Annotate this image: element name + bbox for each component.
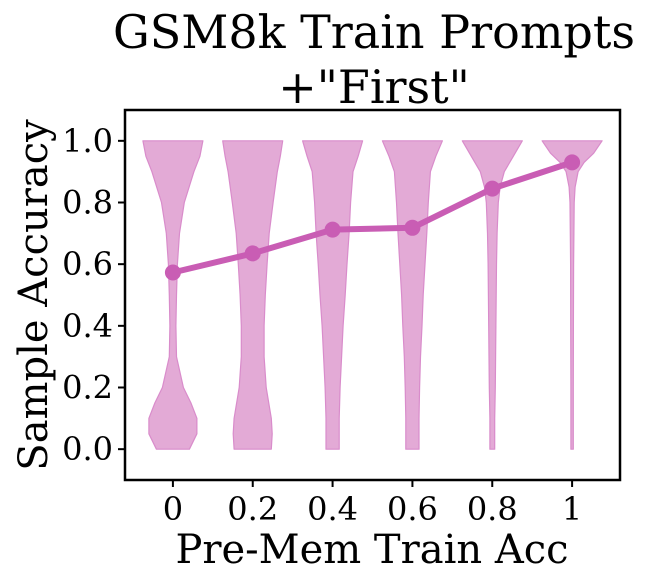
mean-point-2 <box>324 221 341 238</box>
x-tick-label-3: 0.6 <box>387 490 438 528</box>
ticks-layer: 0 0.2 0.4 0.6 0.8 1 0.0 0.2 0.4 0.6 0.8 1.0 <box>62 122 582 528</box>
mean-line <box>169 159 576 276</box>
y-tick-label-0: 0.0 <box>62 430 113 468</box>
x-tick-label-4: 0.8 <box>467 490 518 528</box>
violin-1 <box>222 140 284 450</box>
x-tick-label-5: 1 <box>562 490 582 528</box>
x-tick-label-2: 0.4 <box>307 490 358 528</box>
y-tick-label-5: 1.0 <box>62 122 113 160</box>
mean-point-5 <box>564 154 581 171</box>
x-tick-label-0: 0 <box>163 490 183 528</box>
violin-0 <box>142 140 204 450</box>
violin-5 <box>541 140 603 450</box>
y-tick-label-1: 0.2 <box>62 369 113 407</box>
x-axis-label: Pre-Mem Train Acc <box>175 527 568 573</box>
y-tick-label-3: 0.6 <box>62 245 113 283</box>
mean-point-3 <box>404 219 421 236</box>
mean-point-4 <box>484 180 501 197</box>
y-tick-label-2: 0.4 <box>62 307 113 345</box>
violin-4 <box>461 140 523 450</box>
x-tick-label-1: 0.2 <box>227 490 278 528</box>
mean-line-layer <box>164 154 581 281</box>
chart-title-line-1: GSM8k Train Prompts <box>113 5 635 59</box>
violin-2 <box>302 140 364 450</box>
y-tick-label-4: 0.8 <box>62 184 113 222</box>
y-axis-label: Sample Accuracy <box>11 119 57 471</box>
plot-frame <box>123 108 622 482</box>
violin-3 <box>381 140 443 450</box>
mean-point-1 <box>244 245 261 262</box>
mean-point-0 <box>164 264 181 281</box>
violins-layer <box>142 140 603 450</box>
chart-title-line-2: +"First" <box>278 60 470 114</box>
